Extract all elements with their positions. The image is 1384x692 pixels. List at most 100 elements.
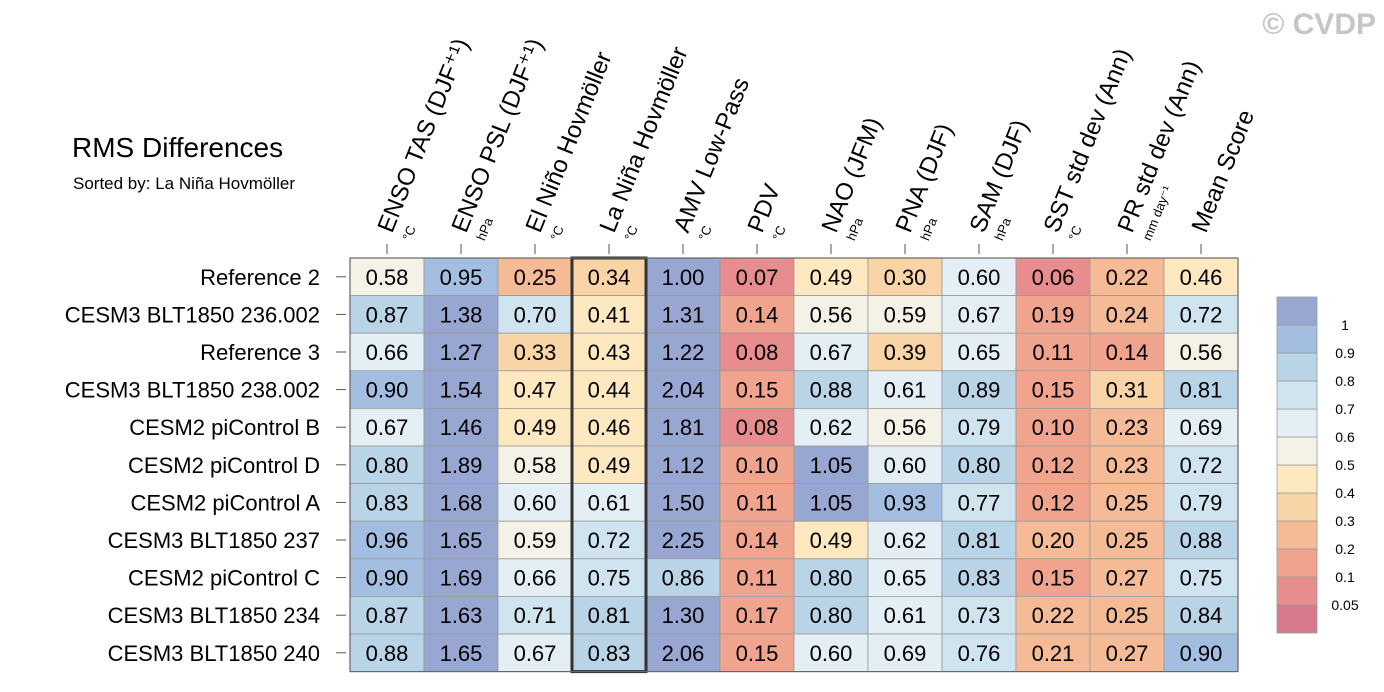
heatmap-cell <box>941 257 1017 296</box>
cell-value: 0.69 <box>884 641 927 666</box>
cell-value: 1.54 <box>440 378 483 403</box>
cell-value: 1.12 <box>662 453 705 478</box>
heatmap-cell <box>941 295 1017 334</box>
cell-value: 0.88 <box>366 641 409 666</box>
cell-value: 0.25 <box>1106 603 1149 628</box>
heatmap-cell <box>719 445 795 484</box>
cell-value: 0.39 <box>884 340 927 365</box>
cell-value: 0.58 <box>514 453 557 478</box>
heatmap-cell <box>645 483 721 522</box>
cell-value: 0.49 <box>810 528 853 553</box>
heatmap-cell <box>793 520 869 560</box>
cell-value: 0.10 <box>736 453 779 478</box>
cell-value: 0.23 <box>1106 415 1149 440</box>
colorbar-tick-label: 0.1 <box>1335 569 1355 585</box>
column-header: SAM (DJF)hPa <box>965 116 1034 242</box>
cell-value: 0.84 <box>1180 603 1223 628</box>
cell-value: 0.59 <box>884 302 927 327</box>
cell-value: 1.38 <box>440 302 483 327</box>
heatmap-cell <box>423 520 499 560</box>
heatmap-cell <box>867 483 943 522</box>
cell-value: 0.14 <box>1106 340 1149 365</box>
cell-value: 0.67 <box>810 340 853 365</box>
heatmap-cell <box>1015 407 1091 447</box>
cell-value: 0.41 <box>588 302 631 327</box>
watermark: © CVDP <box>1262 8 1376 41</box>
cell-value: 0.80 <box>810 566 853 591</box>
heatmap-cell <box>867 407 943 447</box>
cell-value: 0.12 <box>1032 453 1075 478</box>
heatmap-cell <box>719 407 795 447</box>
heatmap-cell <box>1163 257 1239 296</box>
cell-value: 0.56 <box>810 302 853 327</box>
heatmap-cell <box>423 596 499 635</box>
colorbar-swatch <box>1276 408 1318 438</box>
cell-value: 0.65 <box>884 566 927 591</box>
heatmap-cell <box>867 633 943 672</box>
column-unit: °C <box>769 223 788 242</box>
heatmap-cell <box>423 257 499 296</box>
cell-value: 0.80 <box>366 453 409 478</box>
cell-value: 0.93 <box>884 490 927 515</box>
colorbar-tick-label: 0.7 <box>1335 401 1355 417</box>
cell-value: 0.72 <box>1180 302 1223 327</box>
heatmap-cell <box>571 257 647 296</box>
heatmap-cell <box>867 332 943 372</box>
heatmap-cell <box>349 257 425 296</box>
cell-value: 0.25 <box>1106 528 1149 553</box>
heatmap-cell <box>571 558 647 597</box>
cell-value: 0.15 <box>1032 378 1075 403</box>
heatmap-cell <box>719 295 795 334</box>
cell-value: 0.58 <box>366 265 409 290</box>
row-labels: Reference 2 CESM3 BLT1850 236.002 Referenc… <box>65 265 346 666</box>
heatmap-cell <box>497 558 573 597</box>
heatmap-cell <box>941 407 1017 447</box>
heatmap-cell <box>1015 445 1091 484</box>
cell-value: 0.34 <box>588 265 631 290</box>
heatmap-cell <box>1163 445 1239 484</box>
column-label: AMV Low-Pass <box>669 74 755 236</box>
cell-value: 0.11 <box>1032 340 1073 365</box>
colorbar-swatch <box>1276 464 1318 494</box>
row-label: Reference 3 <box>200 340 320 365</box>
cell-value: 0.81 <box>1180 378 1223 403</box>
cell-value: 0.25 <box>1106 490 1149 515</box>
cell-value: 0.80 <box>810 603 853 628</box>
cell-value: 0.69 <box>1180 415 1223 440</box>
cell-value: 0.21 <box>1032 641 1075 666</box>
cell-value: 0.88 <box>1180 528 1223 553</box>
cell-value: 1.65 <box>440 641 483 666</box>
cell-value: 1.89 <box>440 453 483 478</box>
cell-value: 0.87 <box>366 603 409 628</box>
heatmap-cell <box>1089 332 1165 372</box>
cell-value: 0.20 <box>1032 528 1075 553</box>
column-header: NAO (JFM)hPa <box>817 114 887 243</box>
cell-value: 0.47 <box>514 378 557 403</box>
heatmap-cell <box>941 445 1017 484</box>
heatmap-cell <box>793 295 869 334</box>
row-label: CESM2 piControl C <box>128 566 320 591</box>
cell-value: 0.43 <box>588 340 631 365</box>
heatmap-cell <box>941 483 1017 522</box>
cell-value: 0.12 <box>1032 490 1075 515</box>
cell-value: 0.89 <box>958 378 1001 403</box>
cell-value: 0.66 <box>514 566 557 591</box>
heatmap-cell <box>1015 596 1091 635</box>
heatmap-cell <box>571 483 647 522</box>
cell-value: 1.50 <box>662 490 705 515</box>
heatmap-cell <box>497 257 573 296</box>
heatmap-cell <box>645 633 721 672</box>
cell-value: 1.27 <box>440 340 483 365</box>
heatmap-cell <box>941 558 1017 597</box>
cell-value: 0.83 <box>588 641 631 666</box>
cell-value: 1.81 <box>662 415 705 440</box>
heatmap-cell <box>571 445 647 484</box>
heatmap-cell <box>1089 295 1165 334</box>
colorbar: 0.05 0.1 0.2 0.3 0.4 0.5 0.6 0.7 0.8 0.9 1 <box>1276 296 1359 634</box>
heatmap-cell <box>645 295 721 334</box>
cell-value: 0.67 <box>514 641 557 666</box>
heatmap-cell <box>941 520 1017 560</box>
heatmap-cell <box>1089 407 1165 447</box>
cell-value: 0.61 <box>884 378 927 403</box>
